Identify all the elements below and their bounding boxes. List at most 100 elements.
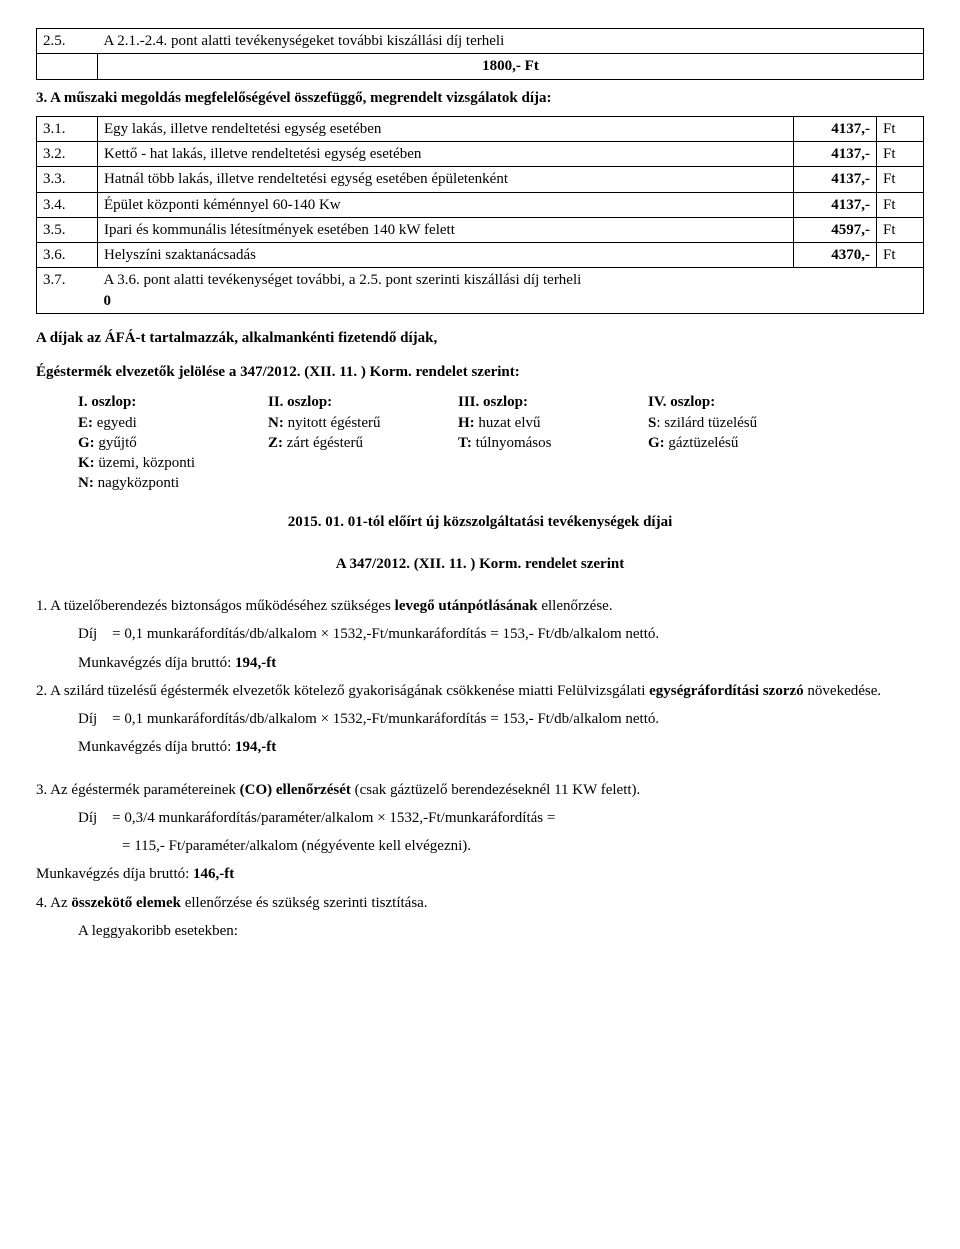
item2-dij-line: Díj = 0,1 munkaráfordítás/db/alkalom × 1…: [78, 709, 924, 729]
item4-tail: ellenőrzése és szükség szerinti tisztítá…: [181, 895, 428, 911]
marking-line: Égéstermék elvezetők jelölése a 347/2012…: [36, 362, 924, 382]
table-row: 3.5.Ipari és kommunális létesítmények es…: [37, 217, 924, 242]
item3-dij-line1: Díj = 0,3/4 munkaráfordítás/paraméter/al…: [78, 808, 924, 828]
row-amt: 4137,-: [794, 142, 877, 167]
top-row: 2.5. A 2.1.-2.4. pont alatti tevékenység…: [37, 29, 924, 54]
item3-brutto-line: Munkavégzés díja bruttó: 146,-ft: [36, 864, 924, 884]
item1-line: 1. A tüzelőberendezés biztonságos működé…: [36, 596, 924, 616]
section3-heading: 3. A műszaki megoldás megfelelőségével ö…: [36, 88, 924, 108]
item1-dij-line: Díj = 0,1 munkaráfordítás/db/alkalom × 1…: [78, 624, 924, 644]
item1-brutto-pre: Munkavégzés díja bruttó:: [78, 655, 235, 671]
row-ft: Ft: [877, 192, 924, 217]
row-num: 3.6.: [37, 243, 98, 268]
item2-pre: 2. A szilárd tüzelésű égéstermék elvezet…: [36, 683, 649, 699]
item3-lead: 3. Az égéstermék paramétereinek: [36, 782, 240, 798]
item2-dij: Díj: [78, 711, 97, 727]
column-cell: N: nyitott égésterű: [268, 413, 458, 433]
table-row: 3.1.Egy lakás, illetve rendeltetési egys…: [37, 116, 924, 141]
row-text: A 3.6. pont alatti tevékenységet további…: [98, 268, 924, 314]
item2-brutto-pre: Munkavégzés díja bruttó:: [78, 739, 235, 755]
item4-bold: összekötő elemek: [71, 895, 181, 911]
row-ft: Ft: [877, 116, 924, 141]
table-row: 3.2.Kettő - hat lakás, illetve rendeltet…: [37, 142, 924, 167]
column-cell: N: nagyközponti: [78, 473, 268, 493]
item2-line: 2. A szilárd tüzelésű égéstermék elvezet…: [36, 681, 924, 701]
item3-brutto-pre: Munkavégzés díja bruttó:: [36, 866, 193, 882]
item2-calc: = 0,1 munkaráfordítás/db/alkalom × 1532,…: [112, 711, 659, 727]
column-head: IV. oszlop:: [648, 392, 838, 412]
top-fee-row: 1800,- Ft: [37, 54, 924, 79]
row-ft: Ft: [877, 217, 924, 242]
column-cell: Z: zárt égésterű: [268, 433, 458, 453]
column-head: II. oszlop:: [268, 392, 458, 412]
column-cell: T: túlnyomásos: [458, 433, 648, 453]
table-row: 3.4.Épület központi kéménnyel 60-140 Kw4…: [37, 192, 924, 217]
item1-dij: Díj: [78, 626, 97, 642]
item2-bold: egységráfordítási szorzó: [649, 683, 804, 699]
row-num: 3.3.: [37, 167, 98, 192]
top-fee-blank: [37, 54, 98, 79]
column-head: I. oszlop:: [78, 392, 268, 412]
row-text: Egy lakás, illetve rendeltetési egység e…: [98, 116, 794, 141]
item3-tail: (csak gáztüzelő berendezéseknél 11 KW fe…: [351, 782, 640, 798]
row-text: Épület központi kéménnyel 60-140 Kw: [98, 192, 794, 217]
item1-bold: levegő utánpótlásának: [395, 598, 538, 614]
top-table: 2.5. A 2.1.-2.4. pont alatti tevékenység…: [36, 28, 924, 80]
item3-calc2: = 115,- Ft/paraméter/alkalom (négyévente…: [122, 836, 924, 856]
row-text: Helyszíni szaktanácsadás: [98, 243, 794, 268]
row-amt: 4137,-: [794, 116, 877, 141]
column-cell: [458, 453, 648, 473]
column-cell: [458, 473, 648, 493]
item4-sub: A leggyakoribb esetekben:: [78, 921, 924, 941]
column-cell: G: gyűjtő: [78, 433, 268, 453]
item3-calc1: = 0,3/4 munkaráfordítás/paraméter/alkalo…: [112, 810, 555, 826]
column-cell: G: gáztüzelésű: [648, 433, 838, 453]
table-row: 3.3.Hatnál több lakás, illetve rendeltet…: [37, 167, 924, 192]
row-text: Ipari és kommunális létesítmények esetéb…: [98, 217, 794, 242]
row-ft: Ft: [877, 243, 924, 268]
columns-block: I. oszlop:II. oszlop:III. oszlop:IV. osz…: [78, 392, 924, 493]
afa-line: A díjak az ÁFÁ-t tartalmazzák, alkalmank…: [36, 328, 924, 348]
row-num: 3.4.: [37, 192, 98, 217]
item3-line: 3. Az égéstermék paramétereinek (CO) ell…: [36, 780, 924, 800]
top-num: 2.5.: [37, 29, 98, 54]
row-amt: 4137,-: [794, 192, 877, 217]
column-cell: [648, 473, 838, 493]
item1-tail: ellenőrzése.: [538, 598, 613, 614]
item2-brutto: 194,-ft: [235, 739, 276, 755]
row-ft: Ft: [877, 142, 924, 167]
item1-brutto-line: Munkavégzés díja bruttó: 194,-ft: [78, 653, 924, 673]
sub-title: 2015. 01. 01-tól előírt új közszolgáltat…: [36, 512, 924, 532]
column-cell: K: üzemi, központi: [78, 453, 268, 473]
column-cell: [268, 473, 458, 493]
top-fee-value: 1800,- Ft: [98, 54, 924, 79]
item3-brutto: 146,-ft: [193, 866, 234, 882]
row-text: Hatnál több lakás, illetve rendeltetési …: [98, 167, 794, 192]
row-ft: Ft: [877, 167, 924, 192]
row-num: 3.1.: [37, 116, 98, 141]
row-amt: 4137,-: [794, 167, 877, 192]
item2-tail: növekedése.: [804, 683, 881, 699]
column-cell: [648, 453, 838, 473]
row-amt: 4370,-: [794, 243, 877, 268]
row-num: 3.2.: [37, 142, 98, 167]
item4-line: 4. Az összekötő elemek ellenőrzése és sz…: [36, 893, 924, 913]
item3-dij: Díj: [78, 810, 97, 826]
row-num: 3.7.: [37, 268, 98, 314]
column-cell: [268, 453, 458, 473]
row-amt: 4597,-: [794, 217, 877, 242]
item1-brutto: 194,-ft: [235, 655, 276, 671]
column-cell: H: huzat elvű: [458, 413, 648, 433]
table-row-note: 3.7. A 3.6. pont alatti tevékenységet to…: [37, 268, 924, 314]
item4-lead: 4. Az: [36, 895, 71, 911]
column-cell: S: szilárd tüzelésű: [648, 413, 838, 433]
row-num: 3.5.: [37, 217, 98, 242]
item2-brutto-line: Munkavégzés díja bruttó: 194,-ft: [78, 737, 924, 757]
law-title: A 347/2012. (XII. 11. ) Korm. rendelet s…: [36, 554, 924, 574]
table-row: 3.6.Helyszíni szaktanácsadás4370,-Ft: [37, 243, 924, 268]
item1-lead: 1. A tüzelőberendezés biztonságos működé…: [36, 598, 395, 614]
item1-calc: = 0,1 munkaráfordítás/db/alkalom × 1532,…: [112, 626, 659, 642]
section3-table: 3.1.Egy lakás, illetve rendeltetési egys…: [36, 116, 924, 314]
column-cell: E: egyedi: [78, 413, 268, 433]
row-text: Kettő - hat lakás, illetve rendeltetési …: [98, 142, 794, 167]
